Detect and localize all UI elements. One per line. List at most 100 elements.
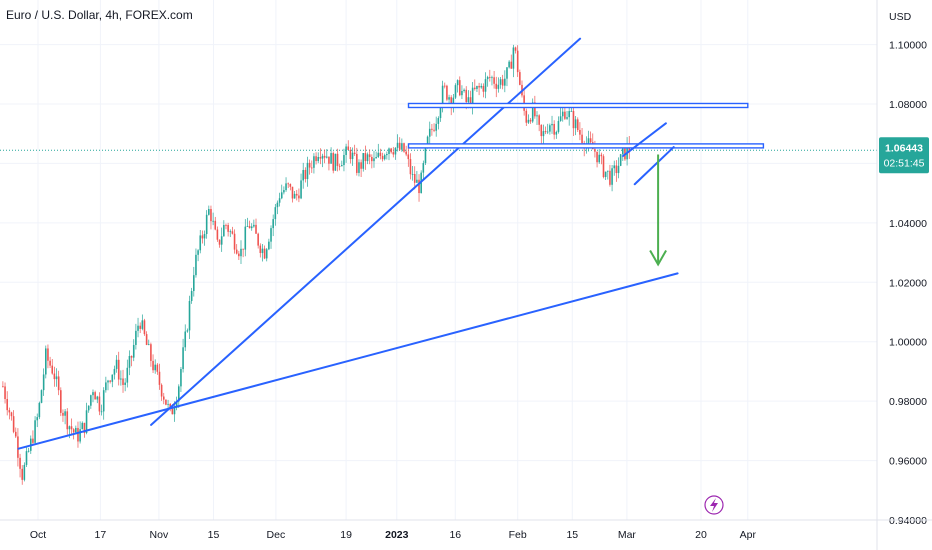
channel-bottom[interactable]	[633, 146, 675, 186]
candle-body	[212, 220, 214, 222]
candle-body	[536, 115, 538, 117]
candle-body	[278, 198, 281, 203]
candle-body	[152, 360, 154, 371]
candle-body	[102, 390, 105, 412]
candle-body	[613, 165, 616, 169]
candle-body	[347, 146, 350, 150]
candle-body	[255, 224, 257, 234]
candle-body	[51, 365, 54, 374]
candle-body	[90, 395, 92, 406]
candle-body	[62, 412, 64, 416]
candle-body	[508, 61, 510, 68]
candle-body	[364, 153, 367, 162]
candle-body	[25, 451, 28, 465]
candle-body	[349, 149, 352, 160]
candle-body	[388, 148, 390, 154]
candle-body	[6, 399, 8, 411]
candle-body	[570, 110, 573, 112]
candle-body	[474, 87, 476, 89]
candle-body	[564, 111, 566, 119]
forecast-arrow-head[interactable]	[649, 249, 667, 267]
candle-body	[270, 228, 272, 242]
currency-label: USD	[889, 11, 912, 23]
candle-body	[619, 154, 622, 166]
candle-body	[96, 396, 99, 400]
y-tick-label: 1.08000	[889, 99, 927, 111]
candle-body	[379, 152, 382, 156]
candle-body	[356, 153, 358, 173]
candle-body	[424, 147, 427, 164]
candle-body	[162, 396, 165, 400]
candle-body	[203, 234, 206, 239]
candle-body	[186, 330, 189, 332]
candle-body	[180, 369, 182, 387]
candle-body	[208, 209, 210, 215]
candle-body	[139, 325, 141, 329]
candle-body	[173, 407, 176, 415]
candle-body	[469, 97, 472, 106]
candle-body	[428, 128, 431, 137]
candle-body	[42, 374, 45, 391]
candle-body	[231, 231, 234, 234]
candle-body	[109, 380, 111, 382]
candle-body	[137, 325, 139, 331]
candle-body	[276, 202, 279, 208]
candle-body	[205, 214, 208, 235]
channel-top[interactable]	[622, 122, 667, 157]
resistance-lower[interactable]	[407, 143, 765, 149]
x-tick-label: 17	[95, 529, 107, 541]
candle-body	[534, 102, 536, 117]
candle-body	[227, 225, 229, 232]
candle-body	[302, 169, 304, 181]
y-tick-label: 0.96000	[889, 456, 927, 468]
candle-body	[493, 77, 495, 84]
price-badge-box	[879, 137, 929, 174]
resistance-upper[interactable]	[407, 102, 749, 109]
candle-body	[244, 226, 247, 250]
candle-body	[371, 156, 373, 162]
rising-trendline[interactable]	[150, 37, 582, 426]
candle-body	[128, 356, 131, 368]
candle-body	[549, 125, 551, 132]
candle-body	[126, 367, 129, 383]
candle-body	[124, 382, 126, 385]
lightning-icon[interactable]	[704, 495, 724, 515]
candle-body	[248, 226, 251, 229]
candle-body	[615, 165, 618, 174]
time-scale[interactable]: Oct 17 Nov 15 Dec 19 2023 16 Feb 15 Mar 20 Apr	[30, 529, 757, 541]
candle-body	[60, 390, 62, 413]
candle-body	[506, 67, 508, 79]
candle-body	[295, 193, 298, 196]
y-tick-label: 0.94000	[889, 515, 927, 527]
candle-body	[594, 149, 596, 152]
candle-body	[579, 129, 581, 135]
candle-body	[413, 174, 416, 183]
candle-body	[169, 403, 172, 408]
candle-body	[265, 249, 268, 259]
candle-body	[443, 85, 446, 87]
candle-body	[310, 167, 313, 169]
candle-body	[197, 250, 199, 255]
candle-body	[293, 193, 296, 199]
candle-body	[338, 165, 341, 167]
candle-body	[458, 80, 461, 96]
long-trendline[interactable]	[17, 272, 679, 450]
candle-body	[343, 155, 345, 166]
candle-body	[167, 403, 169, 405]
candle-body	[321, 155, 324, 159]
candle-body	[317, 156, 320, 162]
candle-body	[514, 47, 517, 51]
candle-body	[83, 422, 86, 433]
candle-body	[544, 131, 547, 133]
candle-body	[589, 138, 592, 143]
candle-body	[557, 120, 560, 132]
candle-body	[559, 116, 562, 121]
candle-body	[334, 153, 337, 171]
candle-body	[555, 131, 558, 135]
candle-body	[467, 97, 470, 103]
candle-body	[441, 85, 444, 108]
candle-body	[259, 245, 262, 254]
candle-body	[600, 154, 603, 157]
candle-body	[145, 334, 148, 345]
